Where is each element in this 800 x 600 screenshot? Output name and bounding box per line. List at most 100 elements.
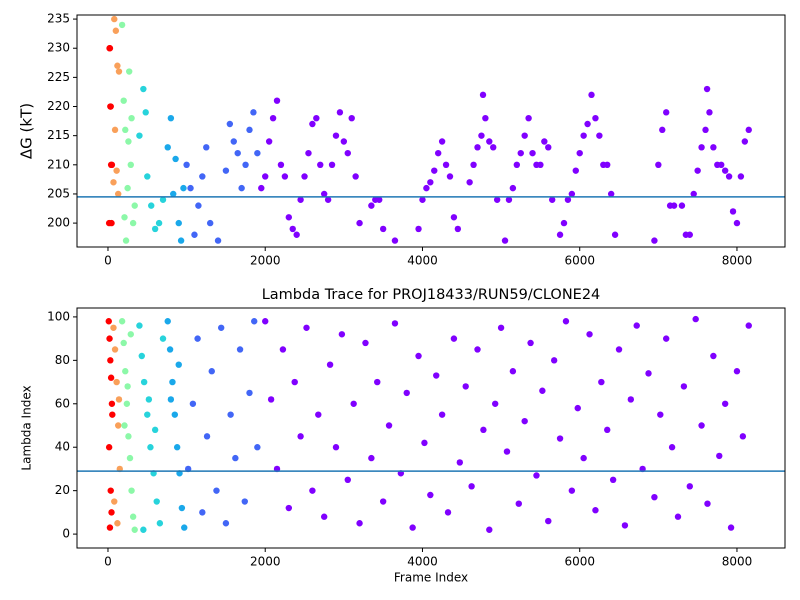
y-tick-label: 0 xyxy=(62,527,70,541)
point xyxy=(140,378,148,386)
y-axis-label: Lambda Index xyxy=(20,385,34,470)
point xyxy=(663,335,670,342)
point xyxy=(598,378,605,386)
point xyxy=(568,190,576,198)
point xyxy=(423,184,430,192)
point xyxy=(733,368,741,375)
y-tick-label: 230 xyxy=(47,41,70,55)
point xyxy=(550,357,558,364)
point xyxy=(291,378,298,386)
point xyxy=(258,184,265,192)
point xyxy=(285,504,293,512)
point xyxy=(698,422,705,429)
point xyxy=(273,97,281,104)
point xyxy=(109,411,116,418)
point xyxy=(564,196,572,203)
point xyxy=(596,132,603,139)
point xyxy=(106,335,113,342)
point xyxy=(607,190,615,198)
point xyxy=(131,526,138,533)
point xyxy=(222,520,230,527)
point xyxy=(111,15,118,23)
point xyxy=(124,383,131,390)
point xyxy=(409,524,416,531)
point xyxy=(376,196,383,203)
point xyxy=(293,231,300,238)
point xyxy=(419,196,426,203)
point xyxy=(513,161,521,169)
point xyxy=(213,487,220,494)
point xyxy=(309,487,316,494)
point xyxy=(124,184,131,192)
point xyxy=(486,138,493,145)
x-tick-label: 6000 xyxy=(564,254,595,268)
point xyxy=(588,91,595,99)
point xyxy=(350,400,357,407)
point xyxy=(169,378,176,386)
x-tick-label: 8000 xyxy=(722,254,753,268)
point xyxy=(702,126,709,134)
point xyxy=(128,487,135,494)
point xyxy=(105,444,113,451)
point xyxy=(279,346,287,353)
point xyxy=(450,335,458,342)
point xyxy=(438,138,446,145)
point xyxy=(246,389,253,397)
point xyxy=(503,448,511,455)
point xyxy=(114,520,121,527)
point xyxy=(721,167,729,174)
y-tick-label: 215 xyxy=(47,128,70,142)
point xyxy=(126,454,134,462)
point xyxy=(727,524,735,531)
y-tick-label: 225 xyxy=(47,70,70,84)
point xyxy=(344,149,351,157)
point xyxy=(164,144,171,151)
point xyxy=(584,120,591,128)
point xyxy=(120,339,127,347)
point xyxy=(262,318,269,325)
point xyxy=(131,202,138,209)
point xyxy=(118,318,126,325)
point xyxy=(110,179,117,186)
point xyxy=(107,374,115,381)
point xyxy=(529,149,536,157)
point xyxy=(611,231,619,238)
x-tick-label: 6000 xyxy=(564,555,595,569)
point xyxy=(698,144,705,151)
y-tick-label: 80 xyxy=(55,353,70,367)
point xyxy=(456,459,464,466)
point xyxy=(175,361,182,368)
point xyxy=(332,444,340,451)
point xyxy=(144,411,151,418)
point xyxy=(586,331,593,338)
point xyxy=(155,219,163,227)
point xyxy=(262,173,269,180)
point xyxy=(107,103,114,110)
point xyxy=(108,400,116,407)
point xyxy=(718,161,725,169)
point xyxy=(107,487,114,494)
point xyxy=(694,167,701,174)
point xyxy=(725,173,733,180)
point xyxy=(108,219,115,227)
point xyxy=(479,91,487,99)
point xyxy=(470,161,477,169)
point xyxy=(710,352,717,360)
point xyxy=(336,109,344,116)
point xyxy=(172,155,179,163)
point xyxy=(328,161,336,169)
point xyxy=(106,524,114,531)
point xyxy=(173,444,181,451)
point xyxy=(145,396,153,403)
point xyxy=(136,322,143,329)
point xyxy=(164,318,171,325)
point xyxy=(741,138,749,145)
point xyxy=(745,126,752,134)
point xyxy=(706,109,713,116)
point xyxy=(251,318,258,325)
point xyxy=(391,320,399,327)
point xyxy=(615,346,623,353)
point xyxy=(521,132,528,139)
